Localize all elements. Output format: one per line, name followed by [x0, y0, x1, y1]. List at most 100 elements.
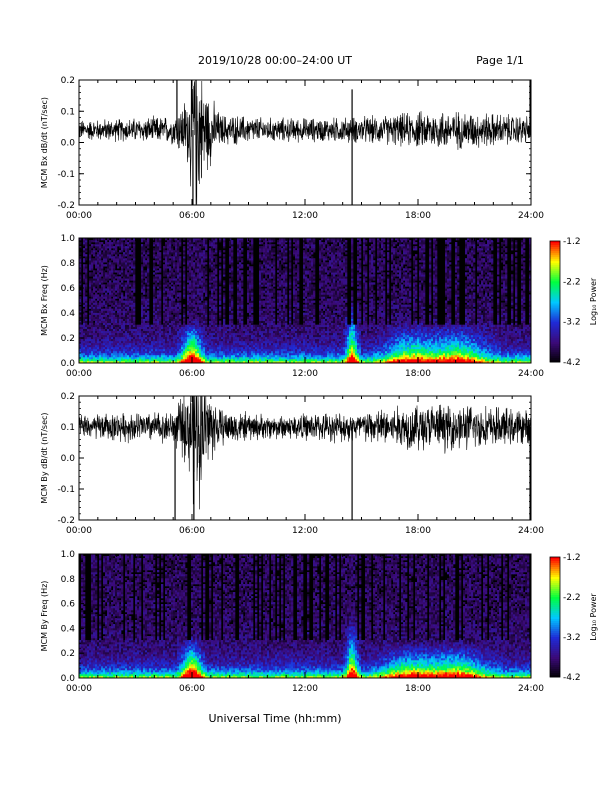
spectrogram-cell: [203, 348, 206, 352]
spectrogram-cell: [269, 300, 272, 303]
spectrogram-cell: [147, 314, 150, 317]
spectrogram-cell: [91, 298, 94, 301]
spectrogram-cell: [121, 342, 124, 346]
spectrogram-cell: [189, 310, 192, 313]
spectrogram-cell: [159, 354, 162, 358]
spectrogram-cell: [163, 304, 166, 307]
spectrogram-cell: [117, 314, 120, 317]
spectrogram-cell: [265, 312, 268, 315]
spectrogram-cell: [161, 360, 164, 364]
spectrogram-cell: [201, 356, 204, 360]
spectrogram-cell: [145, 286, 148, 289]
spectrogram-cell: [223, 306, 226, 309]
spectrogram-cell: [89, 264, 92, 267]
spectrogram-cell: [153, 298, 156, 301]
spectrogram-cell: [97, 290, 100, 293]
spectrogram-cell: [187, 266, 190, 269]
spectrogram-cell: [155, 266, 158, 269]
spectrogram-cell: [195, 326, 198, 330]
spectrogram-cell: [167, 332, 170, 336]
spectrogram-cell: [89, 330, 92, 334]
spectrogram-cell: [195, 314, 198, 317]
spectrogram-cell: [229, 286, 232, 289]
spectrogram-cell: [269, 314, 272, 317]
spectrogram-cell: [225, 352, 228, 356]
spectrogram-cell: [213, 324, 216, 328]
spectrogram-cell: [97, 276, 100, 279]
spectrogram-cell: [229, 248, 232, 251]
spectrogram-cell: [215, 250, 218, 253]
spectrogram-cell: [259, 324, 262, 328]
spectrogram-cell: [171, 286, 174, 289]
spectrogram-cell: [243, 360, 246, 364]
spectrogram-cell: [129, 270, 132, 273]
spectrogram-cell: [97, 330, 100, 334]
spectrogram-cell: [237, 284, 240, 287]
spectrogram-cell: [125, 272, 128, 275]
spectrogram-cell: [107, 360, 110, 364]
spectrogram-cell: [143, 334, 146, 338]
spectrogram-cell: [171, 332, 174, 336]
spectrogram-cell: [165, 284, 168, 287]
spectrogram-cell: [89, 314, 92, 317]
spectrogram-cell: [215, 304, 218, 307]
spectrogram-cell: [165, 274, 168, 277]
spectrogram-cell: [89, 294, 92, 297]
spectrogram-cell: [147, 250, 150, 253]
spectrogram-cell: [221, 330, 224, 334]
spectrogram-cell: [101, 298, 104, 301]
spectrogram-cell: [153, 320, 156, 323]
spectrogram-cell: [99, 268, 102, 271]
spectrogram-cell: [131, 340, 134, 344]
spectrogram-cell: [125, 320, 128, 323]
spectrogram-cell: [143, 240, 146, 243]
spectrogram-cell: [157, 352, 160, 356]
spectrogram-cell: [143, 358, 146, 362]
spectrogram-cell: [99, 340, 102, 344]
spectrogram-cell: [85, 242, 88, 245]
spectrogram-cell: [145, 358, 148, 362]
spectrogram-cell: [109, 318, 112, 321]
spectrogram-cell: [263, 330, 266, 334]
spectrogram-cell: [129, 346, 132, 350]
spectrogram-cell: [193, 352, 196, 356]
spectrogram-cell: [123, 264, 126, 267]
spectrogram-cell: [113, 266, 116, 269]
spectrogram-cell: [189, 330, 192, 334]
spectrogram-cell: [259, 350, 262, 354]
spectrogram-cell: [109, 352, 112, 356]
spectrogram-cell: [195, 294, 198, 297]
spectrogram-cell: [155, 300, 158, 303]
spectrogram-cell: [213, 280, 216, 283]
spectrogram-cell: [259, 312, 262, 315]
spectrogram-cell: [259, 268, 262, 271]
spectrogram-cell: [79, 318, 82, 321]
spectrogram-cell: [125, 288, 128, 291]
spectrogram-cell: [243, 358, 246, 362]
spectrogram-cell: [159, 252, 162, 255]
spectrogram-cell: [129, 312, 132, 315]
spectrogram-cell: [205, 328, 208, 332]
spectrogram-cell: [239, 346, 242, 350]
spectrogram-cell: [215, 348, 218, 352]
spectrogram-cell: [189, 358, 192, 362]
spectrogram-cell: [207, 332, 210, 336]
spectrogram-cell: [153, 310, 156, 313]
spectrogram-cell: [173, 256, 176, 259]
spectrogram-cell: [261, 288, 264, 291]
spectrogram-cell: [177, 292, 180, 295]
spectrogram-cell: [179, 262, 182, 265]
spectrogram-cell: [127, 246, 130, 249]
spectrogram-cell: [203, 240, 206, 243]
spectrogram-cell: [233, 342, 236, 346]
spectrogram-cell: [171, 314, 174, 317]
spectrogram-cell: [163, 350, 166, 354]
spectrogram-cell: [175, 250, 178, 253]
spectrogram-cell: [197, 266, 200, 269]
spectrogram-cell: [259, 280, 262, 283]
spectrogram-cell: [135, 356, 138, 360]
spectrogram-cell: [257, 358, 260, 362]
spectrogram-cell: [263, 248, 266, 251]
spectrogram-cell: [215, 252, 218, 255]
spectrogram-cell: [253, 332, 256, 336]
